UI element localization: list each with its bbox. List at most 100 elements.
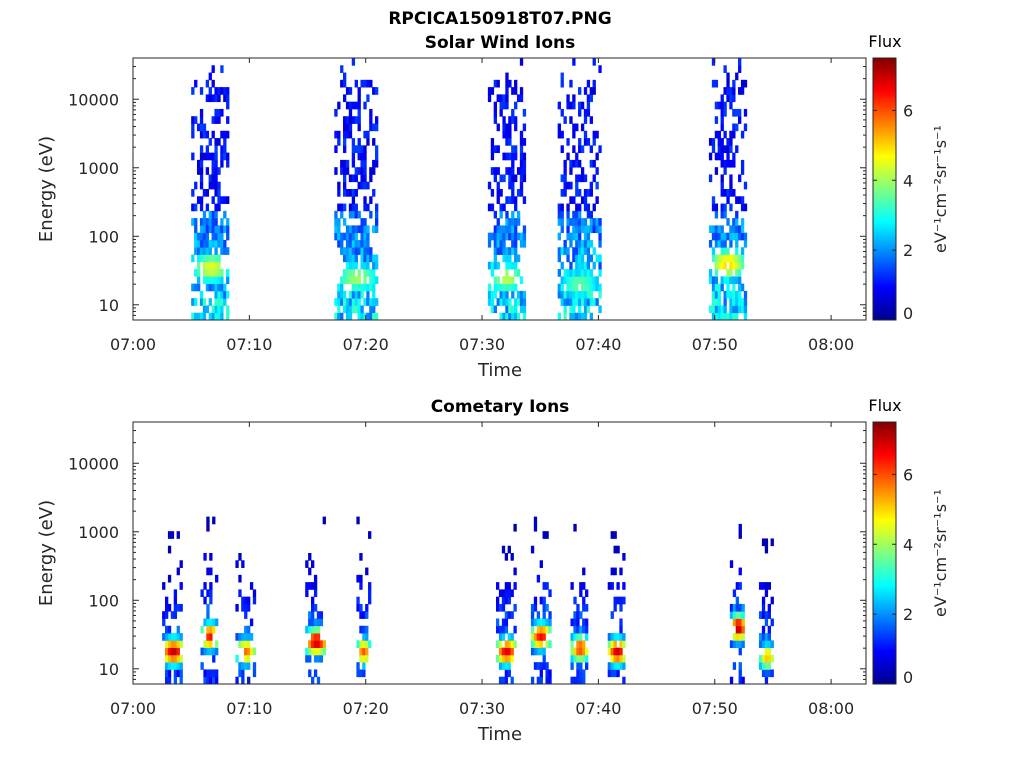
heatmap-cell [723,101,727,110]
heatmap-cell [717,283,721,292]
heatmap-cell [348,108,353,117]
heatmap-cell [505,79,509,88]
heatmap-cell [501,662,506,670]
heatmap-cell [208,218,212,226]
y-tick-label: 1000 [78,523,119,542]
heatmap-cell [586,298,591,306]
heatmap-cell [533,516,538,525]
heatmap-cell [533,647,538,656]
heatmap-cell [496,603,500,612]
heatmap-cell [217,225,221,234]
heatmap-cell [363,203,367,212]
heatmap-cell [764,538,769,547]
heatmap-cell [200,589,204,598]
heatmap-cell [729,298,733,306]
heatmap-cell [343,218,347,226]
heatmap-cell [211,305,215,314]
heatmap-cell [196,232,201,241]
heatmap-cell [723,210,727,219]
heatmap-cell [583,108,588,117]
heatmap-cell [343,305,347,314]
heatmap-cell [363,174,367,183]
heatmap-cell [487,203,492,212]
heatmap-cell [542,603,546,612]
heatmap-cell [505,269,509,277]
heatmap-cell [337,312,341,320]
heatmap-cell [714,254,719,263]
heatmap-cell [369,210,373,219]
heatmap-cell [496,167,500,175]
heatmap-cell [345,298,350,306]
heatmap-cell [505,312,509,320]
heatmap-cell [220,283,224,292]
heatmap-cell [714,130,719,139]
heatmap-cell [735,247,739,255]
heatmap-cell [557,203,561,212]
heatmap-cell [208,283,212,292]
heatmap-cell [508,167,512,175]
heatmap-cell [560,225,564,234]
heatmap-cell [348,225,353,234]
heatmap-cell [575,283,579,292]
heatmap-cell [723,290,727,299]
heatmap-cell [311,603,315,612]
colorbar-tick-label: 0 [903,304,913,323]
heatmap-cell [363,232,367,241]
heatmap-cell [490,203,495,212]
heatmap-cell [244,625,248,634]
heatmap-cell [569,232,573,241]
heatmap-cell [738,523,742,532]
heatmap-cell [714,167,719,175]
heatmap-cell [220,239,224,248]
heatmap-cell [249,647,254,656]
heatmap-cell [723,189,727,197]
heatmap-cell [714,269,719,277]
heatmap-cell [223,145,227,154]
heatmap-cell [214,159,218,168]
heatmap-cell [498,654,503,663]
heatmap-cell [570,640,574,649]
heatmap-cell [580,276,585,285]
heatmap-cell [199,239,204,248]
heatmap-cell [583,203,588,212]
heatmap-cell [622,596,626,605]
heatmap-cell [586,210,591,219]
heatmap-cell [579,589,583,598]
heatmap-cell [622,640,626,649]
heatmap-cell [176,640,180,649]
heatmap-cell [209,567,213,576]
heatmap-cell [366,232,370,241]
heatmap-cell [203,669,207,678]
heatmap-cell [738,276,742,285]
heatmap-cell [369,79,373,88]
heatmap-cell [343,167,347,175]
heatmap-cell [362,662,366,670]
heatmap-cell [505,167,509,175]
heatmap-cell [366,130,370,139]
heatmap-cell [209,582,213,590]
heatmap-cell [578,269,582,277]
heatmap-cell [729,640,734,649]
heatmap-cell [566,181,570,190]
heatmap-cell [714,116,719,124]
heatmap-cell [345,116,350,124]
cometary-title: Cometary Ions [431,397,570,417]
heatmap-cell [501,618,506,627]
heatmap-cell [375,116,379,124]
heatmap-cell [723,159,727,168]
heatmap-cell [735,210,739,219]
heatmap-cell [592,298,596,306]
heatmap-cell [348,247,353,255]
heatmap-cell [714,203,719,212]
y-tick-label: 100 [88,591,119,610]
heatmap-cell [247,640,251,649]
heatmap-cell [533,640,538,649]
heatmap-cell [208,72,212,81]
heatmap-cell [202,298,207,306]
heatmap-cell [738,669,742,678]
heatmap-cell [308,618,312,627]
y-tick-label: 100 [88,227,119,246]
heatmap-cell [170,611,175,619]
heatmap-cell [572,145,576,154]
heatmap-cell [360,79,364,88]
